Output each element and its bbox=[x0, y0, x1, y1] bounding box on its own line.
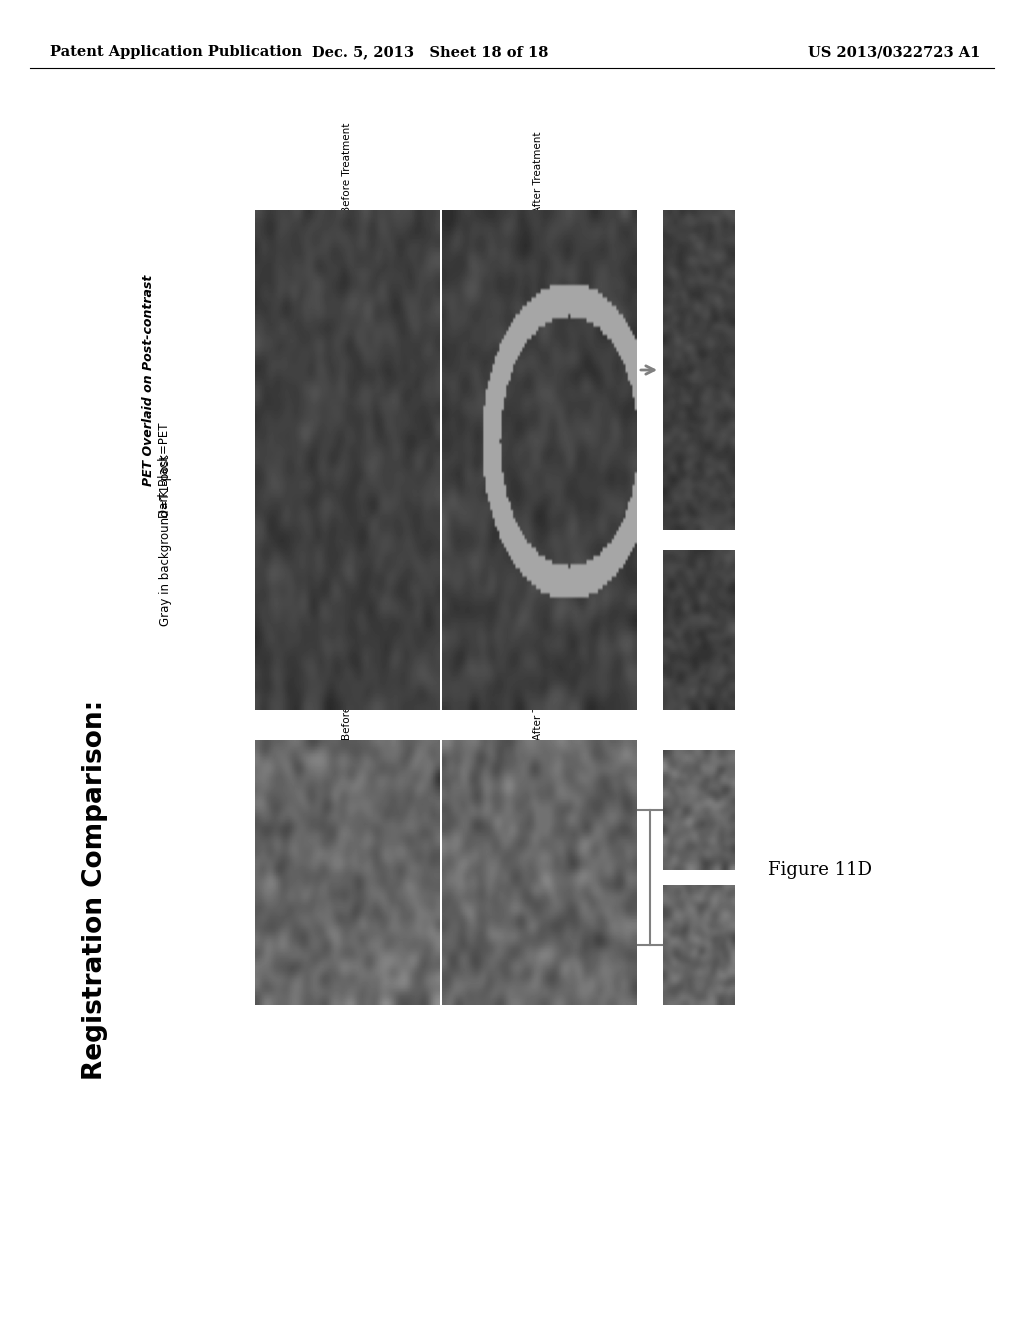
Text: Figure 11D: Figure 11D bbox=[768, 861, 872, 879]
Text: US 2013/0322723 A1: US 2013/0322723 A1 bbox=[808, 45, 980, 59]
Text: Before Treatment: Before Treatment bbox=[342, 123, 352, 213]
Text: Registration Comparison:: Registration Comparison: bbox=[82, 700, 108, 1080]
Text: Before Treatment: Before Treatment bbox=[342, 649, 352, 741]
Text: After Treatment: After Treatment bbox=[534, 132, 543, 213]
Text: Patent Application Publication: Patent Application Publication bbox=[50, 45, 302, 59]
Text: Dark Black=PET: Dark Black=PET bbox=[159, 422, 171, 517]
Text: PET Overlaid on Post-contrast: PET Overlaid on Post-contrast bbox=[141, 275, 155, 486]
Text: Dec. 5, 2013   Sheet 18 of 18: Dec. 5, 2013 Sheet 18 of 18 bbox=[312, 45, 548, 59]
Text: Gray in background=T1-post: Gray in background=T1-post bbox=[159, 454, 171, 626]
Text: After Treatment: After Treatment bbox=[534, 659, 543, 741]
